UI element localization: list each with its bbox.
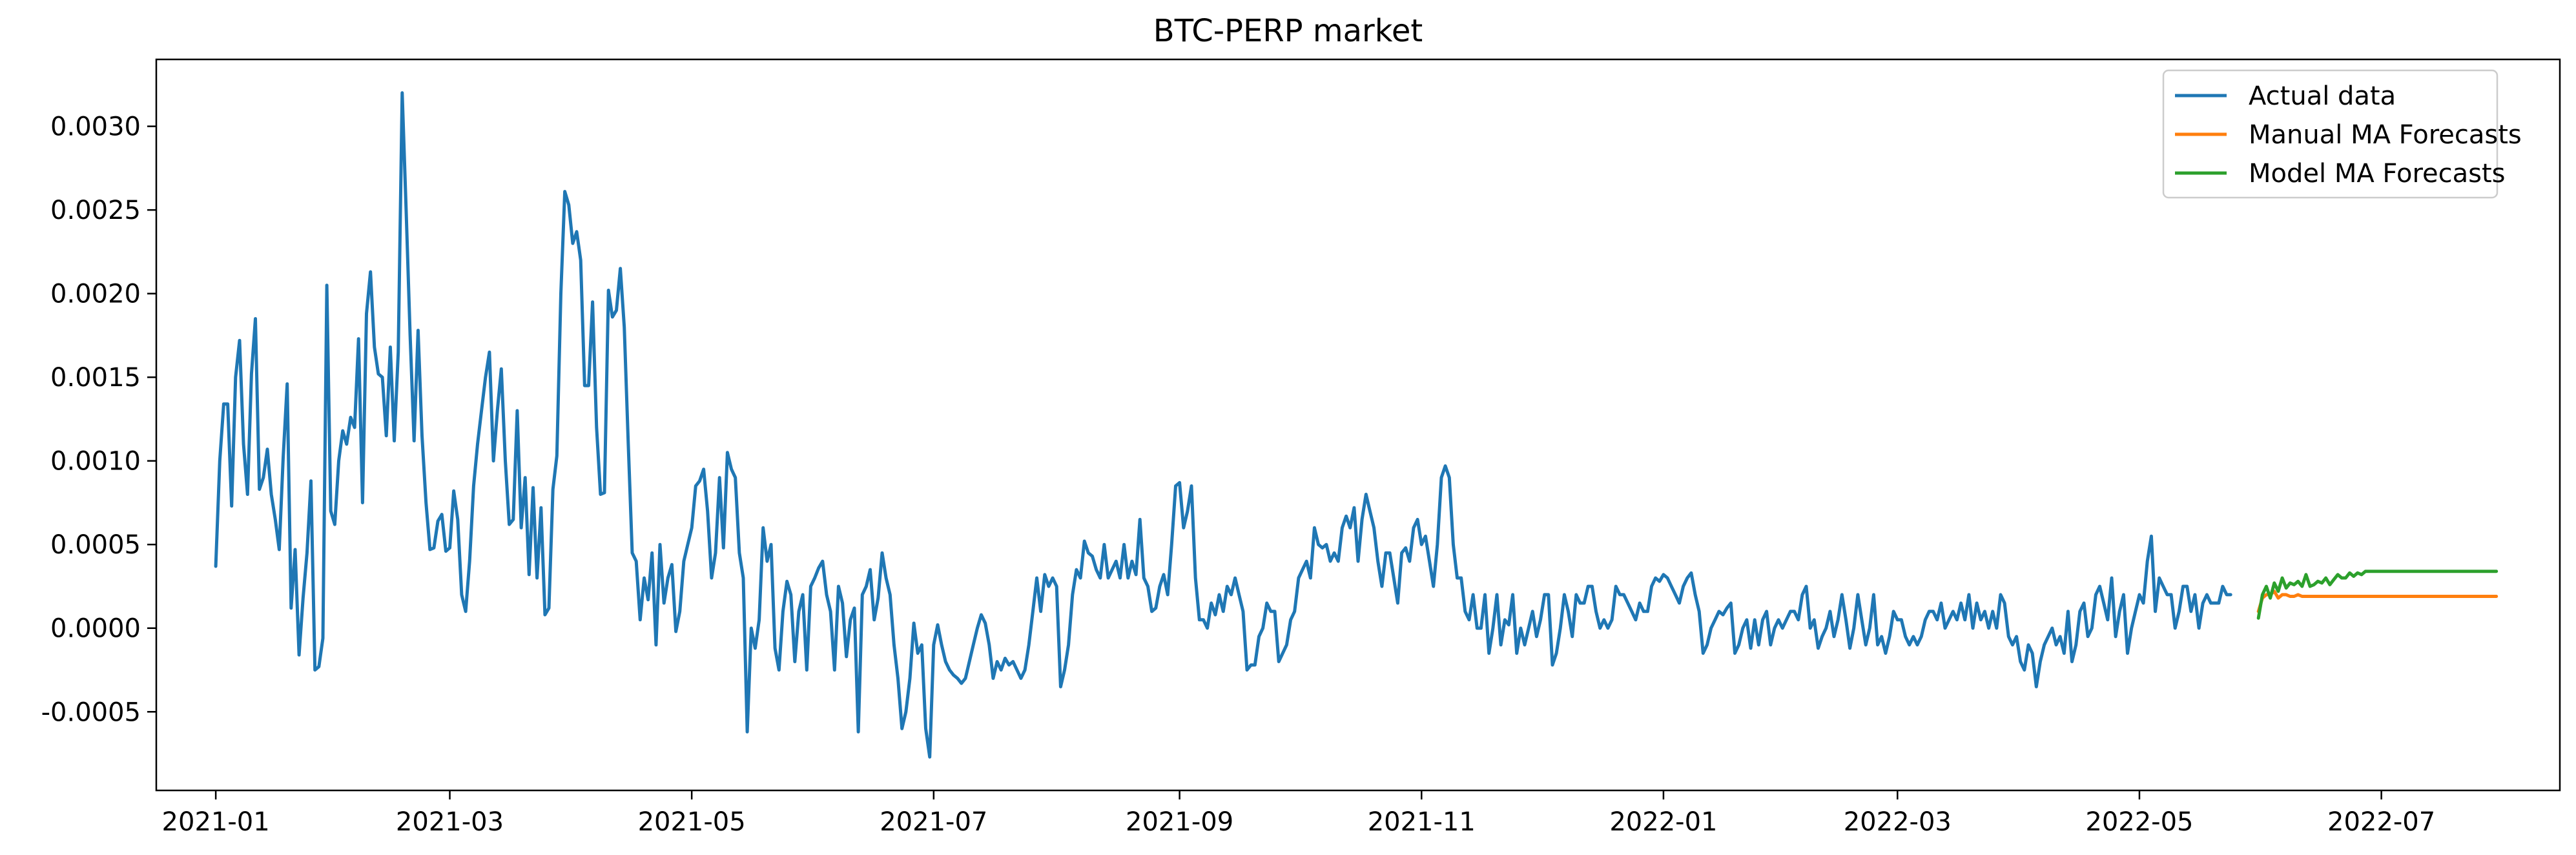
x-tick-label: 2022-03: [1844, 807, 1952, 837]
y-tick-label: 0.0015: [50, 363, 141, 393]
x-axis: 2021-01 2021-03 2021-05 2021-07 2021-09 2021-…: [162, 790, 2435, 837]
y-tick-label: 0.0010: [50, 447, 141, 477]
legend-box: [2162, 69, 2499, 199]
series-line-3: [2256, 570, 2499, 620]
plot-frame: [155, 58, 2561, 792]
y-axis: -0.0005 0.0000 0.0005 0.0010 0.0015 0.0020 0.0…: [41, 112, 156, 727]
series-line-2: [2256, 590, 2499, 613]
x-tick-label: 2021-09: [1126, 807, 1233, 837]
legend: Actual data Manual MA Forecasts Model MA F…: [2162, 69, 2522, 199]
x-tick-label: 2021-07: [880, 807, 987, 837]
x-tick-label: 2021-03: [396, 807, 504, 837]
y-tick-label: 0.0025: [50, 196, 141, 225]
x-tick-label: 2022-01: [1609, 807, 1717, 837]
series-line-1: [214, 91, 2232, 759]
x-tick-label: 2021-11: [1368, 807, 1476, 837]
x-tick-label: 2022-07: [2327, 807, 2435, 837]
series-layer: [214, 91, 2499, 759]
y-tick-label: 0.0030: [50, 112, 141, 142]
y-tick-label: 0.0000: [50, 614, 141, 644]
y-tick-label: 0.0020: [50, 280, 141, 309]
chart-title: BTC-PERP market: [1153, 13, 1423, 49]
x-tick-label: 2022-05: [2085, 807, 2193, 837]
y-tick-label: 0.0005: [50, 530, 141, 560]
legend-label-1: Actual data: [2249, 81, 2396, 111]
legend-label-3: Model MA Forecasts: [2249, 159, 2506, 189]
x-tick-label: 2021-05: [638, 807, 746, 837]
y-tick-label: -0.0005: [41, 697, 141, 727]
legend-label-2: Manual MA Forecasts: [2249, 120, 2522, 150]
x-tick-label: 2021-01: [162, 807, 270, 837]
